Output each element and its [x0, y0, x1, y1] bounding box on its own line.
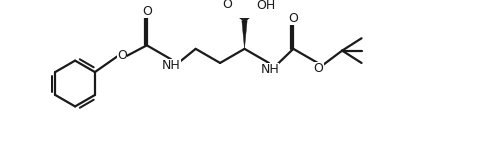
Text: OH: OH: [256, 0, 275, 12]
Polygon shape: [242, 21, 247, 49]
Text: O: O: [314, 62, 324, 75]
Text: NH: NH: [162, 59, 181, 72]
Text: O: O: [142, 5, 152, 18]
Text: NH: NH: [260, 63, 279, 76]
Text: O: O: [222, 0, 232, 11]
Text: O: O: [118, 49, 127, 61]
Text: O: O: [288, 12, 298, 25]
